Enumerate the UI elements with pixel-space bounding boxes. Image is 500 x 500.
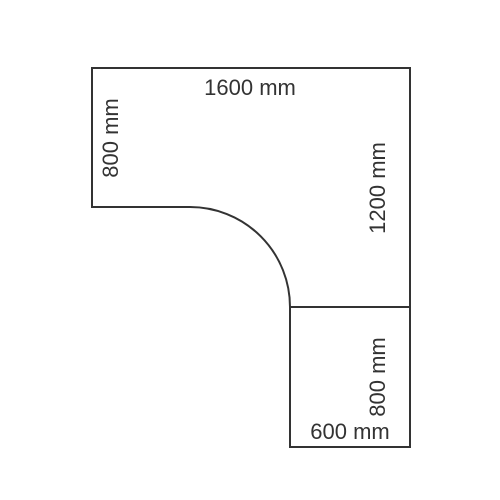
dim-top-width: 1600 mm bbox=[204, 75, 296, 100]
dim-right-lower: 800 mm bbox=[365, 337, 390, 416]
dim-right-upper: 1200 mm bbox=[365, 142, 390, 234]
top-piece-outline bbox=[92, 68, 410, 307]
dim-left-height: 800 mm bbox=[98, 98, 123, 177]
dimension-diagram: 1600 mm 800 mm 1200 mm 600 mm 800 mm bbox=[0, 0, 500, 500]
dim-bottom-width: 600 mm bbox=[310, 419, 389, 444]
